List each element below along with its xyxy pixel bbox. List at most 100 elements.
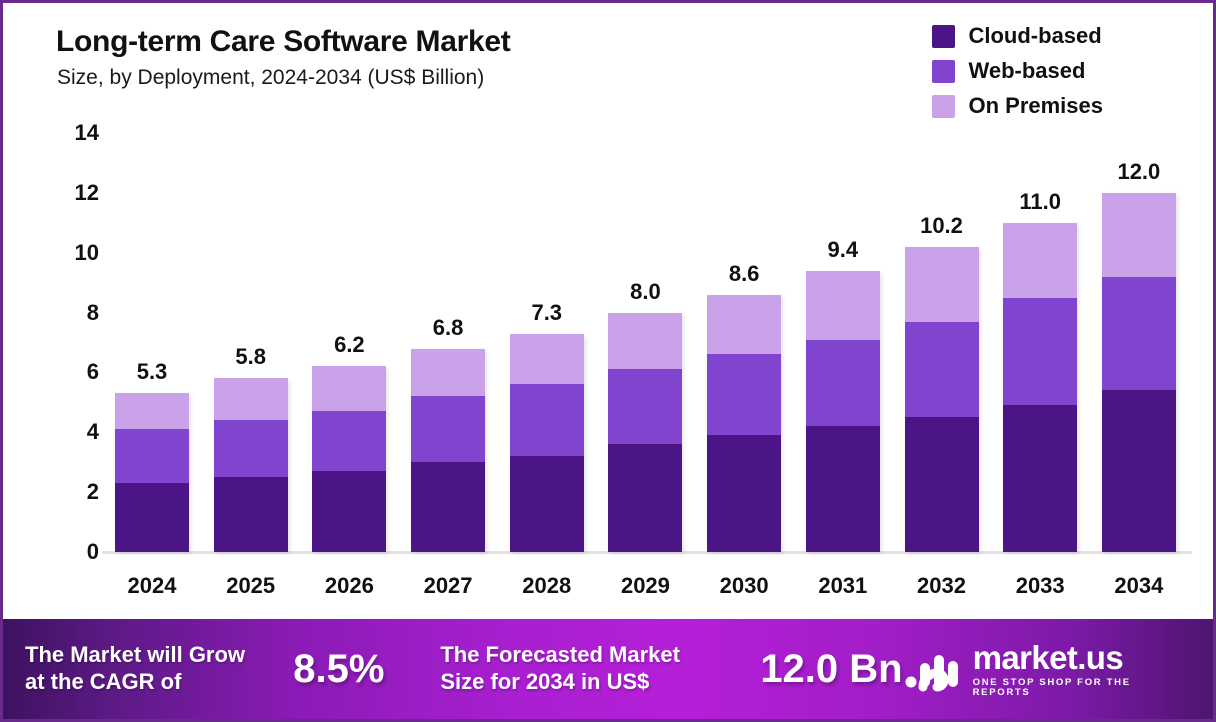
x-axis-tick-label: 2031 [818, 573, 868, 598]
stacked-bar[interactable] [707, 294, 782, 552]
bar-group[interactable]: 12.0 [1090, 133, 1188, 552]
bar-segment-on-premises[interactable] [509, 333, 584, 385]
stacked-bar[interactable] [312, 366, 387, 552]
logo-wordmark: market.us ONE STOP SHOP FOR THE REPORTS [973, 641, 1191, 697]
bar-segment-on-premises[interactable] [411, 348, 486, 397]
bar-segment-cloud-based[interactable] [707, 435, 782, 552]
legend-item-web-based[interactable]: Web-based [932, 58, 1085, 84]
stacked-bar[interactable] [509, 333, 584, 552]
logo-name: market.us [972, 639, 1124, 676]
y-axis-tick-label: 8 [86, 299, 99, 325]
bar-segment-web-based[interactable] [608, 369, 683, 445]
bar-group[interactable]: 7.3 [498, 133, 596, 552]
bar-group[interactable]: 6.2 [300, 133, 398, 552]
bar-segment-web-based[interactable] [904, 321, 979, 418]
stacked-bar[interactable] [213, 378, 288, 552]
legend-item-label: Web-based [968, 58, 1086, 83]
bar-segment-cloud-based[interactable] [411, 462, 486, 552]
legend-swatch-icon [932, 24, 956, 48]
bar-group[interactable]: 11.0 [991, 133, 1089, 552]
bar-total-label: 7.3 [531, 299, 563, 325]
bar-segment-on-premises[interactable] [608, 312, 683, 370]
bar-segment-on-premises[interactable] [1003, 222, 1078, 298]
bar-segment-on-premises[interactable] [805, 270, 880, 340]
forecast-size-value: 12.0 Bn [760, 646, 903, 691]
bar-total-label: 12.0 [1117, 158, 1161, 184]
bar-segment-on-premises[interactable] [115, 393, 189, 430]
bar-segment-on-premises[interactable] [213, 378, 288, 421]
bar-total-label: 9.4 [827, 236, 859, 262]
page-title: Long-term Care Software Market [56, 25, 511, 58]
bar-segment-cloud-based[interactable] [312, 471, 387, 552]
bar-group[interactable]: 5.3 [103, 133, 201, 552]
y-axis-tick-label: 4 [86, 419, 99, 445]
stacked-bar[interactable] [1101, 192, 1176, 552]
axis-baseline [102, 551, 1192, 554]
bar-total-label: 10.2 [920, 212, 963, 238]
brand-logo[interactable]: market.us ONE STOP SHOP FOR THE REPORTS [903, 641, 1191, 697]
logo-tagline: ONE STOP SHOP FOR THE REPORTS [972, 677, 1131, 698]
bar-total-label: 11.0 [1019, 188, 1061, 214]
bar-segment-web-based[interactable] [707, 354, 782, 436]
bar-group[interactable]: 8.0 [596, 133, 694, 552]
legend-item-on-premises[interactable]: On Premises [932, 93, 1103, 119]
bar-group[interactable]: 10.2 [893, 133, 991, 552]
bar-segment-web-based[interactable] [805, 339, 880, 427]
bar-segment-on-premises[interactable] [1101, 192, 1176, 277]
bar-segment-web-based[interactable] [1101, 276, 1176, 391]
bar-segment-cloud-based[interactable] [1003, 405, 1078, 552]
bar-segment-cloud-based[interactable] [608, 444, 683, 552]
bar-total-label: 6.8 [432, 314, 464, 340]
chart-legend: Cloud-based Web-based On Premises [932, 23, 1103, 119]
bar-segment-web-based[interactable] [411, 396, 486, 463]
stacked-bar[interactable] [608, 312, 683, 552]
x-axis-tick-label: 2026 [324, 573, 374, 598]
x-axis-tick-label: 2027 [423, 573, 473, 598]
stacked-bar[interactable] [805, 270, 880, 552]
chart-subtitle: Size, by Deployment, 2024-2034 (US$ Bill… [57, 66, 485, 89]
bar-segment-on-premises[interactable] [904, 246, 979, 322]
bar-segment-cloud-based[interactable] [904, 417, 979, 552]
legend-swatch-icon [932, 59, 956, 83]
bar-series-container: 5.3 5.8 6.2 6.8 7.3 8.0 8.6 9.4 10.2 11.0 12.0 [103, 133, 1188, 552]
bar-segment-web-based[interactable] [509, 384, 584, 457]
y-axis-tick-label: 6 [86, 359, 99, 385]
bar-group[interactable]: 8.6 [695, 133, 793, 552]
forecast-size-label: The Forecasted Market Size for 2034 in U… [440, 642, 680, 694]
cagr-label: The Market will Grow at the CAGR of [25, 642, 246, 694]
bar-segment-cloud-based[interactable] [115, 483, 189, 552]
x-axis-tick-label: 2034 [1114, 573, 1164, 598]
x-axis: 2024 2025 2026 2027 2028 2029 2030 2031 2032 2033… [103, 573, 1188, 607]
x-axis-tick-label: 2028 [522, 573, 572, 598]
bar-total-label: 5.8 [235, 344, 266, 370]
bar-total-label: 8.0 [630, 278, 661, 304]
y-axis-tick-label: 2 [86, 479, 99, 505]
bar-segment-web-based[interactable] [312, 411, 387, 472]
y-axis-tick-label: 12 [74, 179, 99, 205]
legend-item-cloud-based[interactable]: Cloud-based [932, 23, 1102, 49]
bottom-banner: The Market will Grow at the CAGR of 8.5%… [3, 619, 1213, 719]
bar-segment-cloud-based[interactable] [805, 426, 880, 552]
bar-segment-web-based[interactable] [115, 429, 189, 484]
bar-segment-web-based[interactable] [213, 420, 288, 478]
stacked-bar[interactable] [904, 246, 979, 552]
bar-group[interactable]: 9.4 [794, 133, 892, 552]
bar-group[interactable]: 6.8 [399, 133, 497, 552]
stacked-bar[interactable] [115, 393, 189, 552]
stacked-bar[interactable] [1003, 222, 1078, 552]
bar-segment-web-based[interactable] [1003, 297, 1078, 406]
cagr-value: 8.5% [293, 646, 385, 691]
x-axis-tick-label: 2030 [719, 573, 769, 598]
market-us-logo-icon [905, 655, 958, 692]
y-axis-tick-label: 14 [74, 120, 99, 145]
bar-segment-on-premises[interactable] [312, 366, 387, 412]
bar-segment-cloud-based[interactable] [213, 477, 288, 552]
bar-segment-cloud-based[interactable] [1101, 390, 1176, 552]
bar-segment-cloud-based[interactable] [509, 456, 584, 552]
y-axis-tick-label: 0 [86, 539, 99, 564]
bar-group[interactable]: 5.8 [202, 133, 300, 552]
bar-segment-on-premises[interactable] [707, 294, 782, 355]
legend-swatch-icon [932, 94, 956, 118]
stacked-bar[interactable] [411, 348, 486, 552]
